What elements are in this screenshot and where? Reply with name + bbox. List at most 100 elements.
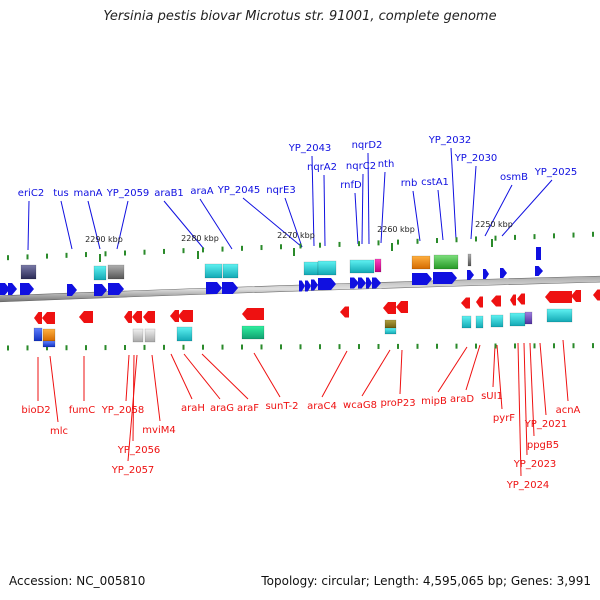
forward-gene-arrow[interactable] bbox=[67, 284, 77, 296]
reverse-gene-arrow[interactable] bbox=[124, 311, 132, 323]
feature-box[interactable] bbox=[33, 327, 43, 342]
reverse-gene-arrow[interactable] bbox=[34, 312, 42, 324]
reverse-gene-arrow[interactable] bbox=[383, 302, 396, 314]
top-gene-label[interactable]: manA bbox=[73, 188, 102, 199]
forward-gene-arrow[interactable] bbox=[467, 270, 474, 280]
reverse-gene-arrow[interactable] bbox=[170, 310, 179, 322]
forward-gene-arrow[interactable] bbox=[20, 283, 34, 295]
forward-gene-arrow[interactable] bbox=[372, 277, 381, 289]
feature-box[interactable] bbox=[317, 260, 337, 276]
top-gene-label[interactable]: rnb bbox=[401, 178, 418, 189]
feature-box[interactable] bbox=[467, 253, 472, 267]
bottom-gene-label[interactable]: sunT-2 bbox=[265, 401, 298, 412]
bottom-gene-label[interactable]: acnA bbox=[556, 405, 581, 416]
feature-box[interactable] bbox=[546, 308, 573, 323]
top-gene-label[interactable]: YP_2043 bbox=[288, 143, 332, 154]
bottom-gene-label[interactable]: YP_2023 bbox=[513, 459, 557, 470]
bottom-gene-label[interactable]: ppgB5 bbox=[527, 440, 559, 451]
bottom-gene-label[interactable]: pyrF bbox=[493, 413, 515, 424]
reverse-gene-arrow[interactable] bbox=[79, 311, 93, 323]
feature-box[interactable] bbox=[132, 328, 144, 343]
top-gene-label[interactable]: tus bbox=[53, 188, 68, 199]
feature-box[interactable] bbox=[461, 315, 472, 329]
top-gene-label[interactable]: nth bbox=[378, 159, 395, 170]
feature-box[interactable] bbox=[42, 328, 56, 342]
bottom-gene-label[interactable]: fumC bbox=[69, 405, 96, 416]
feature-box[interactable] bbox=[204, 263, 223, 279]
feature-box[interactable] bbox=[384, 319, 397, 329]
forward-gene-arrow[interactable] bbox=[94, 284, 107, 296]
bottom-gene-label[interactable]: YP_2057 bbox=[111, 465, 155, 476]
bottom-gene-label[interactable]: araH bbox=[181, 403, 205, 414]
reverse-gene-arrow[interactable] bbox=[510, 294, 516, 306]
bottom-gene-label[interactable]: bioD2 bbox=[21, 405, 50, 416]
bottom-gene-label[interactable]: araC4 bbox=[307, 401, 337, 412]
feature-box[interactable] bbox=[433, 254, 459, 270]
bottom-gene-label[interactable]: mipB bbox=[421, 396, 447, 407]
reverse-gene-arrow[interactable] bbox=[132, 311, 142, 323]
feature-box[interactable] bbox=[411, 255, 431, 270]
top-gene-label[interactable]: nqrC2 bbox=[346, 161, 376, 172]
feature-box[interactable] bbox=[475, 315, 484, 329]
forward-gene-arrow[interactable] bbox=[358, 277, 366, 289]
top-gene-label[interactable]: araB1 bbox=[154, 188, 184, 199]
top-gene-label[interactable]: YP_2045 bbox=[217, 185, 261, 196]
forward-gene-arrow[interactable] bbox=[412, 273, 432, 285]
feature-box[interactable] bbox=[349, 259, 375, 274]
bottom-gene-label[interactable]: YP_2056 bbox=[117, 445, 161, 456]
bottom-gene-label[interactable]: mlc bbox=[50, 426, 68, 437]
forward-gene-arrow[interactable] bbox=[500, 268, 507, 278]
feature-box[interactable] bbox=[176, 326, 193, 342]
bottom-gene-label[interactable]: araG bbox=[210, 403, 234, 414]
forward-gene-arrow[interactable] bbox=[350, 277, 359, 289]
feature-box[interactable] bbox=[93, 265, 107, 281]
bottom-gene-label[interactable]: mviM4 bbox=[142, 425, 175, 436]
forward-gene-arrow[interactable] bbox=[305, 280, 311, 292]
bottom-gene-label[interactable]: YP_2021 bbox=[524, 419, 568, 430]
top-gene-label[interactable]: nqrD2 bbox=[352, 140, 383, 151]
top-gene-label[interactable]: YP_2032 bbox=[428, 135, 472, 146]
top-gene-label[interactable]: cstA1 bbox=[421, 177, 449, 188]
top-gene-label[interactable]: rnfD bbox=[340, 180, 362, 191]
reverse-gene-arrow[interactable] bbox=[461, 297, 470, 309]
reverse-gene-arrow[interactable] bbox=[42, 312, 55, 324]
reverse-gene-arrow[interactable] bbox=[242, 308, 264, 320]
reverse-gene-arrow[interactable] bbox=[340, 306, 349, 318]
forward-gene-arrow[interactable] bbox=[535, 266, 543, 276]
feature-box[interactable] bbox=[303, 261, 319, 276]
bottom-gene-label[interactable]: wcaG8 bbox=[343, 400, 377, 411]
forward-gene-arrow[interactable] bbox=[0, 283, 10, 295]
top-gene-label[interactable]: YP_2025 bbox=[534, 167, 578, 178]
reverse-gene-arrow[interactable] bbox=[396, 301, 408, 313]
bottom-gene-label[interactable]: sUI1 bbox=[481, 391, 503, 402]
forward-gene-arrow[interactable] bbox=[299, 280, 305, 292]
bottom-gene-label[interactable]: YP_2058 bbox=[101, 405, 145, 416]
reverse-gene-arrow[interactable] bbox=[491, 295, 501, 307]
feature-box[interactable] bbox=[42, 340, 56, 348]
feature-box[interactable] bbox=[374, 258, 382, 273]
forward-gene-arrow[interactable] bbox=[318, 278, 336, 290]
forward-gene-arrow[interactable] bbox=[366, 277, 372, 289]
forward-gene-arrow[interactable] bbox=[311, 279, 318, 291]
feature-box[interactable] bbox=[222, 263, 239, 279]
reverse-gene-arrow[interactable] bbox=[476, 296, 483, 308]
forward-gene-arrow[interactable] bbox=[8, 283, 17, 295]
top-gene-label[interactable]: nqrE3 bbox=[266, 185, 295, 196]
feature-box[interactable] bbox=[107, 264, 125, 280]
bottom-gene-label[interactable]: YP_2024 bbox=[506, 480, 550, 491]
forward-gene-arrow[interactable] bbox=[433, 272, 457, 284]
gene-labels[interactable]: eriC2 tus manA YP_2059 araB1 araA YP_2045 nqrE3… bbox=[18, 135, 581, 491]
top-gene-label[interactable]: YP_2030 bbox=[454, 153, 498, 164]
reverse-gene-arrow[interactable] bbox=[545, 291, 572, 303]
forward-gene-arrow[interactable] bbox=[222, 282, 238, 294]
top-gene-label[interactable]: nqrA2 bbox=[307, 162, 337, 173]
top-gene-label[interactable]: araA bbox=[190, 186, 213, 197]
forward-gene-arrow[interactable] bbox=[108, 283, 124, 295]
reverse-gene-arrow[interactable] bbox=[178, 310, 193, 322]
feature-box[interactable] bbox=[509, 312, 526, 327]
forward-gene-arrow[interactable] bbox=[206, 282, 222, 294]
bottom-gene-label[interactable]: proP23 bbox=[380, 398, 415, 409]
feature-box[interactable] bbox=[241, 325, 265, 340]
bottom-gene-label[interactable]: araF bbox=[237, 403, 259, 414]
reverse-gene-arrow[interactable] bbox=[143, 311, 155, 323]
